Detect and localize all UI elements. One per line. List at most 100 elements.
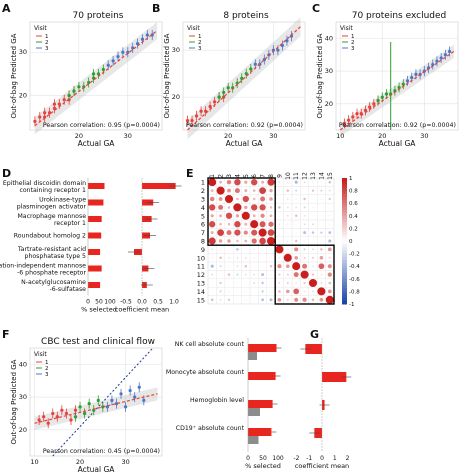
panel-e-corr-dot — [245, 282, 247, 284]
panel-e-corr-dot — [303, 248, 306, 251]
panel-e-corr-dot — [320, 215, 322, 217]
panel-e-corr-dot — [244, 180, 248, 184]
panel-e-corr-dot — [270, 274, 272, 276]
panel-e-corr-dot — [233, 203, 242, 212]
panel-b-point-visit-2 — [217, 95, 221, 99]
panel-e-corr-dot — [261, 180, 265, 184]
panel-e-corr-dot — [302, 263, 308, 269]
panel-c-legend-label-1: 1 — [351, 34, 355, 40]
panel-e-corr-dot — [268, 221, 274, 227]
panel-e-scale-segment — [342, 228, 347, 233]
panel-f-letter: F — [2, 328, 10, 341]
panel-d-right-tick: 1.0 — [169, 299, 179, 306]
panel-e-scale-segment — [342, 178, 347, 182]
panel-a-point-visit-3 — [126, 50, 130, 54]
panel-e-corr-dot — [220, 274, 222, 276]
panel-e-corr-dot — [303, 181, 306, 184]
panel-e-row-label: 15 — [197, 296, 205, 304]
panel-c-title: 70 proteins excluded — [352, 11, 447, 21]
panel-e-col-label: 6 — [251, 174, 258, 178]
panel-e-corr-dot — [286, 298, 289, 301]
panel-e-corr-dot — [208, 204, 216, 211]
panel-e-corr-dot — [236, 290, 238, 292]
panel-e-scale-label: 0.8 — [349, 189, 358, 195]
panel-e-corr-dot — [267, 229, 275, 236]
panel-e-scale-label: 0.2 — [349, 226, 358, 232]
panel-e-corr-dot — [295, 282, 297, 284]
panel-c-point-visit-2 — [380, 95, 384, 99]
panel-f-point-visit-3 — [137, 385, 141, 389]
panel-f-point-visit-1 — [51, 411, 55, 416]
panel-e-col-label: 1 — [209, 174, 216, 178]
panel-a-xtick-label: 20 — [75, 132, 83, 140]
panel-d-selected-bar — [88, 199, 104, 206]
panel-e-scale-segment — [342, 206, 347, 210]
panel-b-legend-label-1: 1 — [198, 34, 202, 40]
panel-b-legend-label-2: 2 — [198, 40, 202, 46]
panel-c-point-visit-3 — [443, 53, 447, 57]
panel-e-row-label: 5 — [201, 212, 205, 220]
panel-c-point-visit-1 — [342, 121, 347, 126]
panel-e-col-label: 10 — [285, 172, 292, 180]
panel-c-fit-line — [339, 50, 455, 131]
panel-e-scale-label: -0.2 — [349, 252, 360, 258]
panel-c-legend-label-3: 3 — [351, 46, 355, 52]
panel-e-corr-dot — [210, 264, 214, 268]
panel-g-coef-bar — [305, 344, 322, 354]
panel-e-corr-dot — [312, 240, 314, 242]
panel-e-corr-dot — [251, 179, 258, 186]
panel-a-point-visit-3 — [140, 37, 145, 41]
panel-e-scale-segment — [342, 203, 347, 207]
panel-e-corr-dot — [226, 230, 232, 236]
panel-g-selected-bar — [248, 428, 272, 436]
panel-e-corr-dot — [311, 231, 315, 234]
panel-e-corr-dot — [328, 180, 332, 184]
panel-d-selected-bar — [88, 216, 102, 222]
panel-e-col-label: 2 — [218, 174, 225, 178]
panel-e-corr-dot — [312, 265, 314, 267]
panel-e-corr-dot — [209, 196, 215, 202]
panel-e-corr-dot — [303, 281, 306, 285]
panel-e-corr-dot — [227, 239, 231, 243]
panel-f-point-visit-3 — [128, 388, 132, 393]
panel-e-corr-dot — [253, 282, 256, 284]
panel-a-point-visit-1 — [47, 111, 52, 115]
panel-e-corr-dot — [210, 189, 214, 192]
panel-e-corr-dot — [277, 297, 282, 302]
panel-e-corr-dot — [219, 222, 222, 226]
panel-e-corr-dot — [243, 230, 248, 235]
panel-e-corr-dot — [270, 282, 272, 284]
panel-e-corr-dot — [287, 248, 289, 251]
panel-d-protein-label: Urokinase-type — [39, 197, 86, 204]
panel-e-corr-dot — [251, 204, 258, 211]
panel-e-corr-dot — [294, 239, 298, 243]
panel-e-corr-dot — [235, 214, 240, 218]
panel-a-point-visit-2 — [67, 93, 71, 98]
panel-e-corr-dot — [228, 257, 230, 259]
panel-c-point-visit-3 — [447, 49, 452, 54]
panel-e-corr-dot — [262, 257, 264, 259]
panel-a-point-visit-1 — [52, 102, 57, 106]
panel-b-xlabel: Actual GA — [226, 139, 264, 148]
panel-e-corr-dot — [219, 299, 222, 301]
panel-e-corr-dot — [320, 223, 322, 225]
panel-e-scale-segment — [342, 288, 347, 292]
panel-e-corr-dot — [226, 179, 232, 185]
panel-d-selected-bar — [88, 265, 102, 272]
panel-g-left-tick: 100 — [272, 455, 284, 462]
panel-e-corr-dot — [278, 240, 280, 242]
panel-f-point-visit-1 — [69, 418, 73, 422]
panel-g-right-tick: -2 — [293, 455, 299, 462]
panel-f-point-visit-2 — [96, 398, 100, 402]
panel-d-left-tick: 100 — [104, 299, 116, 306]
panel-b-point-visit-1 — [199, 109, 203, 113]
panel-e-corr-dot — [259, 204, 266, 211]
panel-e-row-label: 4 — [201, 204, 205, 212]
panel-e-corr-dot — [269, 214, 273, 218]
panel-f-xtick-label: 30 — [121, 458, 129, 466]
panel-e-corr-dot — [216, 186, 225, 195]
panel-e-corr-dot — [262, 248, 264, 250]
panel-a-point-visit-3 — [121, 50, 125, 54]
panel-e-corr-dot — [278, 206, 281, 209]
panel-d-protein-label: Macrophage mannose — [17, 213, 86, 220]
